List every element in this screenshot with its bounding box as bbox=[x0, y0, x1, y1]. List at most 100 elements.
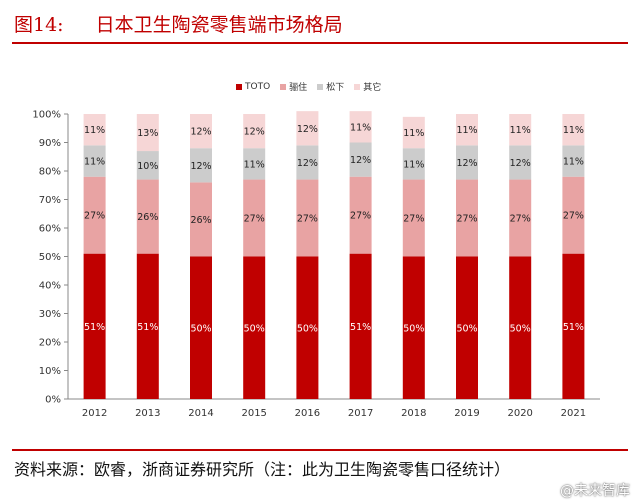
bar-segment-panasonic bbox=[136, 151, 159, 180]
bar-segment-lixil bbox=[562, 176, 585, 254]
legend-label-others: 其它 bbox=[363, 83, 382, 93]
y-tick-label: 20% bbox=[39, 338, 61, 349]
data-label: 12% bbox=[350, 155, 371, 166]
y-tick-label: 40% bbox=[39, 281, 61, 292]
data-label: 50% bbox=[190, 323, 211, 334]
source-rule bbox=[12, 449, 628, 451]
legend-item-lixil: 骊住 bbox=[280, 80, 307, 93]
bar-segment-panasonic bbox=[296, 145, 319, 180]
bar-segment-panasonic bbox=[83, 145, 106, 177]
y-tick-label: 30% bbox=[39, 309, 61, 320]
data-label: 27% bbox=[510, 214, 531, 225]
data-label: 26% bbox=[190, 215, 211, 226]
x-tick-label: 2015 bbox=[241, 408, 266, 419]
figure-title-text: 日本卫生陶瓷零售端市场格局 bbox=[95, 14, 343, 36]
data-label: 12% bbox=[456, 158, 477, 169]
data-label: 11% bbox=[563, 157, 584, 168]
data-label: 27% bbox=[456, 214, 477, 225]
legend-label-toto: TOTO bbox=[245, 81, 271, 92]
bar-segment-others bbox=[190, 114, 212, 149]
legend-label-panasonic: 松下 bbox=[326, 83, 345, 93]
x-tick-label: 2018 bbox=[401, 408, 426, 419]
bar-segment-toto bbox=[402, 256, 425, 399]
y-tick-label: 90% bbox=[39, 138, 61, 149]
bar-segment-panasonic bbox=[190, 148, 212, 183]
data-label: 11% bbox=[510, 125, 531, 136]
x-tick-label: 2017 bbox=[348, 408, 373, 419]
data-label: 12% bbox=[297, 158, 318, 169]
data-label: 50% bbox=[244, 323, 265, 334]
data-label: 26% bbox=[137, 212, 158, 223]
data-label: 11% bbox=[563, 125, 584, 136]
bar-segment-lixil bbox=[509, 179, 532, 257]
legend-swatch-toto bbox=[236, 83, 242, 90]
data-label: 11% bbox=[84, 125, 105, 136]
bar-segment-lixil bbox=[296, 179, 319, 257]
data-label: 51% bbox=[563, 322, 584, 333]
data-label: 51% bbox=[350, 322, 371, 333]
bar-segment-toto bbox=[190, 256, 212, 399]
bar-segment-toto bbox=[243, 256, 266, 399]
figure-number: 图14: bbox=[14, 14, 64, 36]
x-tick-label: 2012 bbox=[82, 408, 107, 419]
bar-segment-others bbox=[562, 114, 585, 146]
x-tick-label: 2021 bbox=[561, 408, 586, 419]
x-tick-label: 2014 bbox=[188, 408, 213, 419]
bar-segment-lixil bbox=[456, 179, 478, 257]
data-label: 12% bbox=[190, 161, 211, 172]
bar-segment-others bbox=[243, 114, 266, 149]
bar-segment-panasonic bbox=[349, 142, 372, 177]
y-tick-label: 100% bbox=[32, 110, 61, 121]
data-label: 27% bbox=[563, 211, 584, 222]
x-tick-label: 2019 bbox=[454, 408, 479, 419]
x-tick-label: 2016 bbox=[295, 408, 320, 419]
data-label: 12% bbox=[510, 158, 531, 169]
bar-segment-others bbox=[349, 111, 372, 143]
y-tick-label: 60% bbox=[39, 224, 61, 235]
x-tick-label: 2013 bbox=[135, 408, 160, 419]
legend-item-panasonic: 松下 bbox=[317, 80, 344, 93]
legend-label-lixil: 骊住 bbox=[289, 83, 308, 93]
title-rule bbox=[12, 42, 628, 44]
data-label: 11% bbox=[350, 122, 371, 133]
bar-segment-toto bbox=[296, 256, 319, 399]
bar-segment-lixil bbox=[243, 179, 266, 257]
data-label: 50% bbox=[510, 323, 531, 334]
data-label: 12% bbox=[190, 127, 211, 138]
bar-segment-lixil bbox=[190, 182, 212, 257]
bar-segment-toto bbox=[562, 253, 585, 399]
data-label: 27% bbox=[84, 211, 105, 222]
bar-segment-panasonic bbox=[562, 145, 585, 177]
data-label: 27% bbox=[403, 214, 424, 225]
bar-segment-toto bbox=[509, 256, 532, 399]
data-label: 51% bbox=[84, 322, 105, 333]
data-label: 11% bbox=[84, 157, 105, 168]
watermark: @未来智库 bbox=[560, 483, 630, 499]
bar-segment-panasonic bbox=[402, 148, 425, 180]
bar-segment-toto bbox=[136, 253, 159, 399]
figure-title: 图14: 日本卫生陶瓷零售端市场格局 bbox=[14, 10, 343, 37]
source-note: 资料来源：欧睿，浙商证券研究所（注：此为卫生陶瓷零售口径统计） bbox=[14, 460, 511, 479]
legend-item-toto: TOTO bbox=[236, 80, 270, 93]
data-label: 27% bbox=[244, 214, 265, 225]
bar-segment-others bbox=[83, 114, 106, 146]
data-label: 12% bbox=[297, 124, 318, 135]
data-label: 27% bbox=[297, 214, 318, 225]
x-tick-label: 2020 bbox=[507, 408, 532, 419]
bar-segment-toto bbox=[349, 253, 372, 399]
data-label: 11% bbox=[456, 125, 477, 136]
bar-segment-others bbox=[509, 114, 532, 146]
data-label: 11% bbox=[403, 128, 424, 139]
bar-segment-lixil bbox=[349, 176, 372, 254]
data-label: 12% bbox=[244, 127, 265, 138]
data-label: 10% bbox=[137, 161, 158, 172]
stacked-bar-chart: 0% 10% 20% 30% 40% 50% 60% 70% 80% 90% 100% 51% 27% 1… bbox=[32, 110, 600, 419]
bar-segment-lixil bbox=[83, 176, 106, 254]
data-label: 27% bbox=[350, 211, 371, 222]
bar-segment-toto bbox=[83, 253, 106, 399]
bar-segment-lixil bbox=[402, 179, 425, 257]
legend-item-others: 其它 bbox=[354, 80, 381, 93]
data-label: 50% bbox=[297, 323, 318, 334]
data-label: 50% bbox=[403, 323, 424, 334]
y-tick-label: 0% bbox=[45, 395, 61, 406]
